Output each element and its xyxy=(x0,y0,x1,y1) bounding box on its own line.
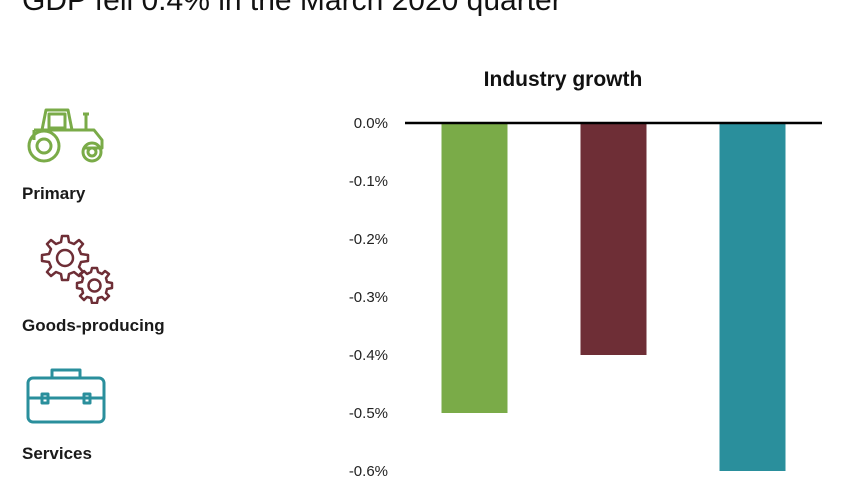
legend-label-services: Services xyxy=(22,444,92,463)
legend-item-primary: Primary xyxy=(22,100,202,210)
legend-item-goods-producing: Goods-producing xyxy=(22,232,222,342)
tractor-icon xyxy=(27,108,104,163)
y-tick-label: -0.3% xyxy=(349,289,388,306)
chart-title: Industry growth xyxy=(484,68,643,91)
legend-label-primary: Primary xyxy=(22,184,86,203)
bars-group xyxy=(441,123,786,471)
bar-goods-producing xyxy=(580,123,647,355)
y-tick-label: -0.1% xyxy=(349,173,388,190)
briefcase-icon xyxy=(26,368,106,424)
page-headline: GDP fell 0.4% in the March 2020 quarter xyxy=(22,0,562,17)
y-tick-label: -0.2% xyxy=(349,231,388,248)
y-tick-label: -0.6% xyxy=(349,463,388,480)
legend-label-goods-producing: Goods-producing xyxy=(22,316,165,335)
bar-primary xyxy=(441,123,508,413)
y-tick-label: 0.0% xyxy=(354,115,388,132)
y-tick-label: -0.5% xyxy=(349,405,388,422)
y-tick-label: -0.4% xyxy=(349,347,388,364)
y-axis-ticks: 0.0% -0.1% -0.2% -0.3% -0.4% -0.5% -0.6% xyxy=(349,115,388,480)
bar-services xyxy=(719,123,786,471)
gears-icon xyxy=(40,234,114,304)
legend-item-services: Services xyxy=(22,364,202,474)
